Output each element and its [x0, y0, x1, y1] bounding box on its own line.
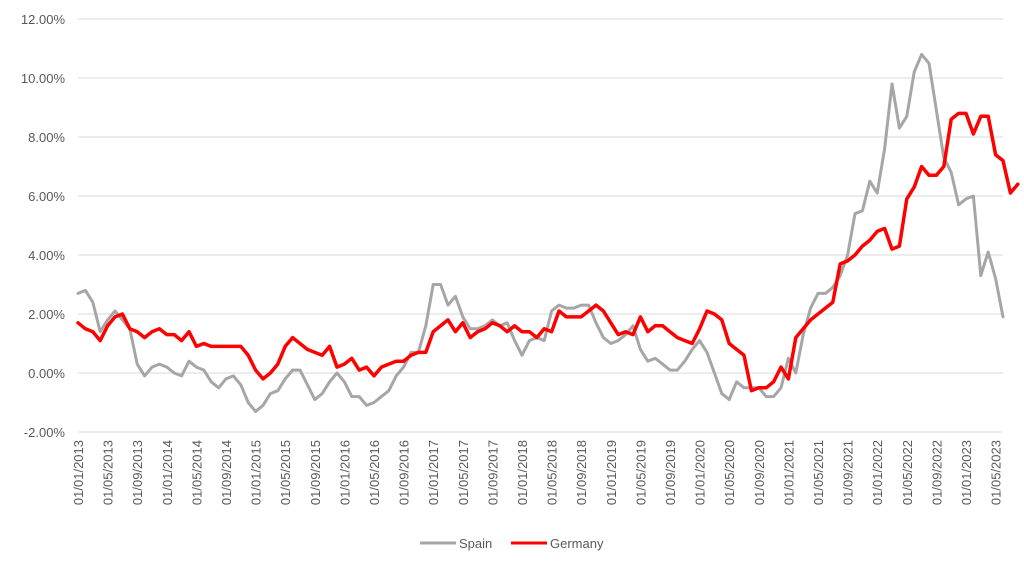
x-tick-label: 01/05/2020: [722, 440, 737, 505]
x-tick-label: 01/05/2023: [989, 440, 1004, 505]
legend: Spain Germany: [420, 536, 604, 551]
series-line-spain: [76, 52, 1005, 413]
x-tick-label: 01/05/2013: [101, 440, 116, 505]
y-tick-label: 2.00%: [28, 307, 65, 322]
x-tick-label: 01/05/2021: [811, 440, 826, 505]
x-tick-label: 01/01/2017: [426, 440, 441, 505]
x-tick-label: 01/09/2014: [219, 440, 234, 505]
x-tick-label: 01/05/2018: [545, 440, 560, 505]
x-tick-label: 01/05/2015: [278, 440, 293, 505]
series-lines: [76, 52, 1020, 413]
x-tick-label: 01/09/2016: [397, 440, 412, 505]
x-tick-label: 01/01/2013: [71, 440, 86, 505]
x-tick-label: 01/01/2022: [870, 440, 885, 505]
legend-label-spain: Spain: [459, 536, 492, 551]
x-tick-label: 01/01/2023: [959, 440, 974, 505]
x-tick-label: 01/09/2015: [308, 440, 323, 505]
x-tick-label: 01/09/2022: [929, 440, 944, 505]
x-tick-label: 01/01/2021: [781, 440, 796, 505]
x-tick-label: 01/01/2018: [515, 440, 530, 505]
y-tick-label: 0.00%: [28, 366, 65, 381]
x-tick-label: 01/01/2014: [160, 440, 175, 505]
x-tick-label: 01/01/2019: [604, 440, 619, 505]
y-tick-label: 10.00%: [21, 71, 66, 86]
y-tick-label: 12.00%: [21, 12, 66, 27]
x-tick-label: 01/05/2014: [189, 440, 204, 505]
y-tick-label: 4.00%: [28, 248, 65, 263]
x-tick-label: 01/09/2013: [130, 440, 145, 505]
x-tick-label: 01/05/2022: [900, 440, 915, 505]
x-tick-label: 01/09/2021: [841, 440, 856, 505]
y-tick-label: 8.00%: [28, 130, 65, 145]
x-tick-label: 01/01/2016: [337, 440, 352, 505]
x-tick-label: 01/05/2017: [456, 440, 471, 505]
x-tick-label: 01/09/2017: [485, 440, 500, 505]
y-tick-label: 6.00%: [28, 189, 65, 204]
gridlines: [78, 18, 1003, 433]
y-tick-label: -2.00%: [24, 425, 66, 440]
y-axis-tick-labels: 12.00% 10.00% 8.00% 6.00% 4.00% 2.00% 0.00% -2.…: [21, 12, 66, 440]
x-tick-label: 01/01/2015: [249, 440, 264, 505]
x-tick-label: 01/09/2018: [574, 440, 589, 505]
series-line-germany: [76, 111, 1020, 393]
x-tick-label: 01/09/2020: [752, 440, 767, 505]
x-axis-tick-labels: 01/01/2013 01/05/2013 01/09/2013 01/01/2014…: [71, 440, 1004, 505]
x-tick-label: 01/09/2019: [663, 440, 678, 505]
legend-label-germany: Germany: [550, 536, 604, 551]
x-tick-label: 01/05/2019: [633, 440, 648, 505]
x-tick-label: 01/01/2020: [693, 440, 708, 505]
x-tick-label: 01/05/2016: [367, 440, 382, 505]
